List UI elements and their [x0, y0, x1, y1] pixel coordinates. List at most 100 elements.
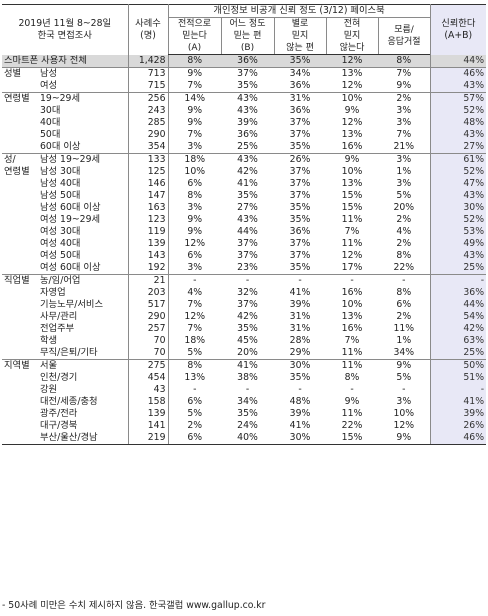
table-row: 여성 60대 이상 192 3% 23% 35% 17% 22% 25%	[2, 262, 487, 275]
row-group-label	[2, 323, 38, 335]
row-subgroup-label: 사무/관리	[40, 311, 78, 322]
row-value-cell: 8%	[344, 372, 360, 383]
row-subgroup-label: 40대	[40, 117, 61, 128]
row-group-label	[2, 129, 38, 141]
row-value-cell: 6%	[167, 396, 222, 408]
table-row: 무직/은퇴/기타 70 5% 20% 29% 11% 34% 25%	[2, 347, 487, 360]
row-subgroup-label: 농/임/어업	[38, 274, 129, 287]
row-value-cell: 35%	[237, 190, 258, 201]
row-trust-total: 26%	[429, 420, 487, 432]
table-row: 남성 40대 146 6% 41% 37% 13% 3% 47%	[2, 178, 487, 190]
row-value-cell: 18%	[167, 153, 222, 166]
row-trust-total: 43%	[429, 250, 487, 262]
row-value-cell: 10%	[393, 408, 415, 419]
row-value-cell: 13%	[341, 129, 363, 140]
table-row: 학생 70 18% 45% 28% 7% 1% 63%	[2, 335, 487, 347]
row-value-cell: 9%	[326, 153, 379, 166]
table-row: 여성 50대 143 6% 37% 37% 12% 8% 43%	[2, 250, 487, 262]
footnote: - 50사례 미만은 수치 제시하지 않음. 한국갤럽 www.gallup.c…	[2, 600, 266, 611]
row-trust-total: 51%	[429, 372, 487, 384]
sample-size-header: 사례수 (명)	[127, 4, 169, 55]
row-value-cell: 35%	[289, 141, 311, 152]
row-trust-total: 43%	[429, 129, 487, 141]
row-subgroup-label: 자영업	[40, 287, 66, 298]
row-value-cell: 27%	[237, 202, 258, 213]
row-value-cell: 37%	[289, 129, 311, 140]
row-value-cell: 35%	[237, 323, 258, 334]
row-sample-size: 285	[127, 117, 169, 129]
row-value-cell: 6%	[167, 250, 222, 262]
row-subgroup-label: 여성 30대	[40, 226, 81, 237]
row-subgroup-label: 여성 40대	[40, 238, 81, 249]
row-trust-total: 63%	[429, 335, 487, 347]
row-subgroup-label: 전업주부	[40, 323, 75, 334]
row-trust-total: 27%	[429, 141, 487, 154]
row-sample-size: 163	[127, 202, 169, 214]
row-value-cell: -	[298, 384, 302, 395]
row-trust-total: 25%	[429, 347, 487, 360]
row-value-cell: 7%	[167, 323, 222, 335]
row-value-cell: 48%	[289, 396, 311, 407]
option-header: 별로 믿지 않는 편	[273, 17, 327, 55]
row-value-cell: 8%	[396, 287, 412, 298]
table-row: 성/남성 19~29세 133 18% 43% 26% 9% 3% 61%	[2, 153, 487, 166]
row-value-cell: 41%	[221, 359, 275, 372]
table-row: 스마트폰 사용자 전체 1,428 8% 36% 35% 12% 8% 44%	[2, 54, 487, 68]
row-value-cell: 16%	[341, 287, 363, 298]
option-header: 모름/응답거절	[377, 17, 431, 55]
row-value-cell: 10%	[167, 166, 222, 178]
row-trust-total: 30%	[429, 202, 487, 214]
row-sample-size: 21	[127, 274, 169, 287]
row-value-cell: 6%	[167, 178, 222, 190]
row-subgroup-label: 60대 이상	[40, 141, 81, 152]
row-value-cell: 35%	[237, 80, 258, 91]
row-value-cell: 34%	[393, 347, 415, 358]
row-value-cell: 8%	[167, 359, 222, 372]
row-sample-size: 125	[127, 166, 169, 178]
row-value-cell: 12%	[167, 238, 222, 250]
row-value-cell: 5%	[396, 190, 412, 201]
row-value-cell: 3%	[378, 153, 431, 166]
row-value-cell: 17%	[341, 262, 363, 273]
row-value-cell: 37%	[237, 238, 258, 249]
row-sample-size: 141	[127, 420, 169, 432]
row-value-cell: 20%	[393, 202, 415, 213]
row-value-cell: 9%	[167, 67, 222, 80]
row-value-cell: 14%	[167, 92, 222, 105]
row-group-label	[2, 408, 38, 420]
row-group-label: 연령별	[4, 166, 30, 177]
row-value-cell: 41%	[289, 420, 311, 431]
row-value-cell: 7%	[344, 226, 360, 237]
row-value-cell: 6%	[396, 299, 412, 310]
row-value-cell: 16%	[341, 141, 363, 152]
table-row: 연령별 19~29세 256 14% 43% 31% 10% 2% 57%	[2, 92, 487, 105]
row-value-cell: 43%	[237, 105, 258, 116]
row-value-cell: -	[326, 274, 379, 287]
row-value-cell: 1%	[396, 166, 412, 177]
row-sample-size: 123	[127, 214, 169, 226]
row-trust-total: 25%	[429, 262, 487, 275]
row-value-cell: 12%	[167, 311, 222, 323]
row-group-label	[2, 262, 38, 275]
row-value-cell: 39%	[289, 299, 311, 310]
table-row: 광주/전라 139 5% 35% 39% 11% 10% 39%	[2, 408, 487, 420]
row-value-cell: 43%	[221, 153, 275, 166]
row-value-cell: 10%	[341, 166, 363, 177]
row-trust-total: 42%	[429, 323, 487, 335]
table-row: 지역별 서울 275 8% 41% 30% 11% 9% 50%	[2, 359, 487, 372]
row-group-label	[2, 396, 38, 408]
row-sample-size: 70	[127, 335, 169, 347]
row-sample-size: 43	[127, 384, 169, 396]
row-value-cell: 37%	[237, 250, 258, 261]
row-sample-size: 243	[127, 105, 169, 117]
survey-table-body: 스마트폰 사용자 전체 1,428 8% 36% 35% 12% 8% 44% 성별 남성 713 9…	[2, 54, 487, 445]
row-trust-total: 44%	[429, 54, 487, 68]
row-value-cell: 3%	[167, 262, 222, 275]
row-sample-size: 713	[127, 67, 169, 80]
row-value-cell: 44%	[237, 226, 258, 237]
row-group-label: 성별	[2, 67, 38, 80]
row-subgroup-label: 강원	[40, 384, 58, 395]
row-group-label	[2, 372, 38, 384]
row-value-cell: 7%	[344, 335, 360, 346]
row-group-label	[2, 384, 38, 396]
